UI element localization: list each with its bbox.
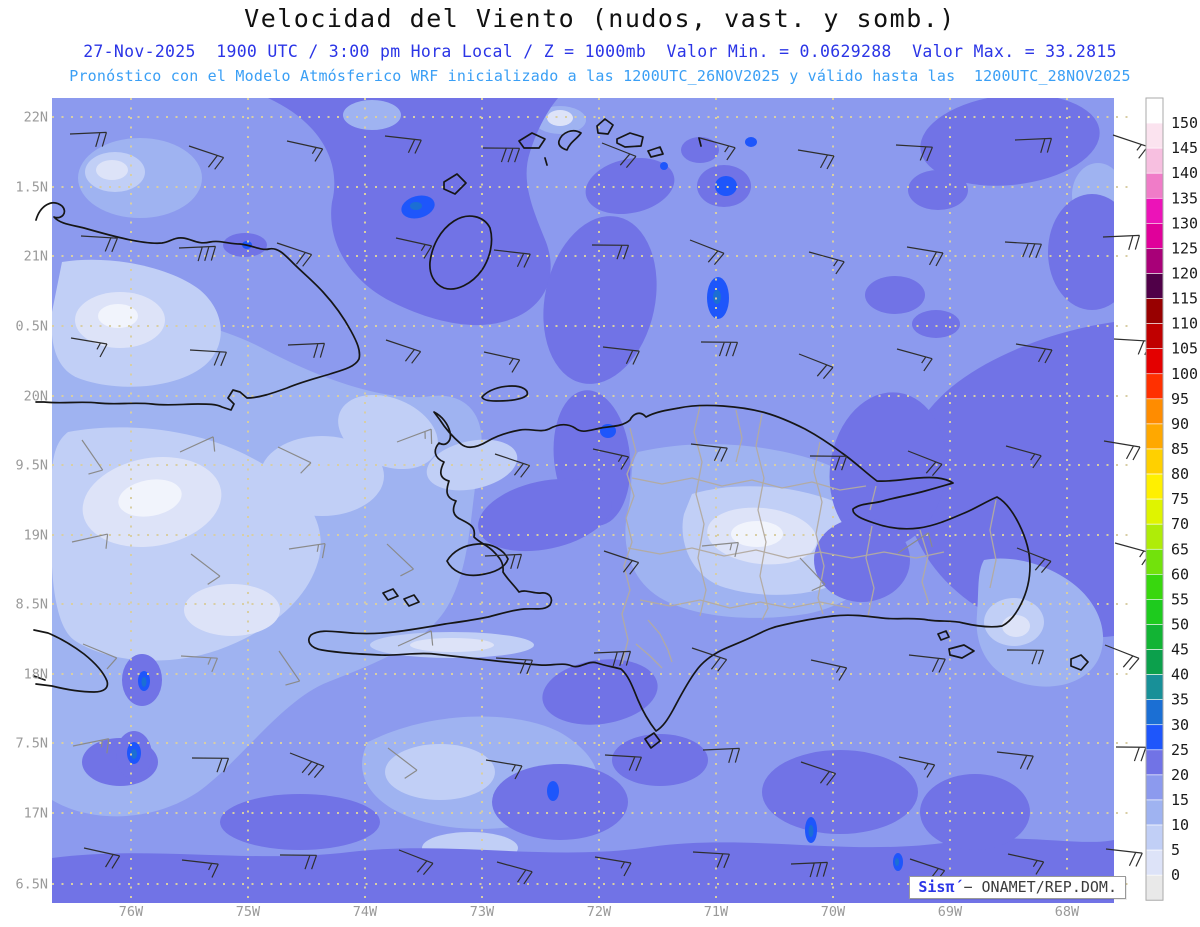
svg-text:75: 75	[1171, 490, 1189, 508]
svg-text:69W: 69W	[938, 904, 963, 920]
svg-text:68W: 68W	[1055, 904, 1080, 920]
wind-barbs	[69, 131, 1154, 885]
svg-text:125: 125	[1171, 239, 1198, 257]
coast-mona	[1070, 654, 1089, 671]
svg-text:8.5N: 8.5N	[15, 597, 48, 613]
svg-text:60: 60	[1171, 565, 1189, 583]
svg-text:20: 20	[1171, 766, 1189, 784]
svg-text:30: 30	[1171, 716, 1189, 734]
attribution-box: Sisπ́ − ONAMET/REP.DOM.	[909, 876, 1126, 899]
svg-text:5: 5	[1171, 841, 1180, 859]
colorbar: 1501451401351301251201151101051009590858…	[1145, 97, 1198, 901]
svg-text:65: 65	[1171, 540, 1189, 558]
svg-text:110: 110	[1171, 315, 1198, 333]
svg-text:15: 15	[1171, 791, 1189, 809]
svg-text:0: 0	[1171, 866, 1180, 884]
coast-hispaniola	[308, 404, 1031, 732]
svg-text:145: 145	[1171, 139, 1198, 157]
svg-text:20N: 20N	[24, 389, 48, 405]
coast-great-inagua	[429, 215, 493, 290]
coast-turks-caicos	[544, 118, 702, 166]
svg-text:80: 80	[1171, 465, 1189, 483]
coast-gonave	[446, 543, 509, 577]
svg-text:22N: 22N	[24, 110, 48, 126]
svg-text:10: 10	[1171, 816, 1189, 834]
subtitle-model-info: Pronóstico con el Modelo Atmósferico WRF…	[69, 67, 1131, 85]
svg-text:100: 100	[1171, 365, 1198, 383]
svg-text:140: 140	[1171, 164, 1198, 182]
svg-text:150: 150	[1171, 114, 1198, 132]
coast-ile-a-vache	[382, 588, 420, 607]
svg-text:25: 25	[1171, 741, 1189, 759]
svg-text:9.5N: 9.5N	[15, 458, 48, 474]
svg-text:70: 70	[1171, 515, 1189, 533]
svg-text:45: 45	[1171, 641, 1189, 659]
attribution-text: − ONAMET/REP.DOM.	[954, 878, 1117, 896]
svg-text:75W: 75W	[236, 904, 261, 920]
coastlines	[33, 118, 1089, 749]
svg-text:135: 135	[1171, 189, 1198, 207]
svg-text:7.5N: 7.5N	[15, 736, 48, 752]
coast-mayaguana	[518, 132, 546, 149]
coast-catalina	[937, 630, 950, 641]
coast-tortuga	[481, 385, 529, 402]
grid-lines	[52, 98, 1131, 903]
svg-text:70W: 70W	[821, 904, 846, 920]
wind-shading-layer	[52, 98, 1114, 903]
coast-cuba	[35, 201, 361, 411]
coast-beata	[644, 732, 661, 749]
svg-text:90: 90	[1171, 415, 1189, 433]
svg-text:1.5N: 1.5N	[15, 180, 48, 196]
subtitle-datetime: 27-Nov-2025 1900 UTC / 3:00 pm Hora Loca…	[83, 42, 1117, 61]
svg-text:85: 85	[1171, 440, 1189, 458]
svg-text:71W: 71W	[704, 904, 729, 920]
coast-jamaica	[33, 629, 109, 693]
svg-text:19N: 19N	[24, 528, 48, 544]
svg-text:21N: 21N	[24, 249, 48, 265]
svg-text:6.5N: 6.5N	[15, 877, 48, 893]
svg-text:17N: 17N	[24, 806, 48, 822]
attribution-brand: Sisπ́	[918, 878, 955, 896]
svg-text:76W: 76W	[119, 904, 144, 920]
lat-axis-labels: 22N 1.5N 21N 0.5N 20N 9.5N 19N 8.5N 18N 7.5N 17N 6.…	[15, 110, 48, 893]
svg-text:72W: 72W	[587, 904, 612, 920]
svg-text:0.5N: 0.5N	[15, 319, 48, 335]
coast-saona	[948, 644, 975, 659]
province-borders	[621, 405, 997, 669]
svg-text:95: 95	[1171, 390, 1189, 408]
svg-text:55: 55	[1171, 590, 1189, 608]
svg-text:50: 50	[1171, 616, 1189, 634]
page-title: Velocidad del Viento (nudos, vast. y som…	[244, 4, 956, 33]
svg-text:18N: 18N	[24, 667, 48, 683]
svg-text:35: 35	[1171, 691, 1189, 709]
coast-little-inagua	[443, 173, 467, 195]
svg-text:74W: 74W	[353, 904, 378, 920]
lon-axis-labels: 76W 75W 74W 73W 72W 71W 70W 69W 68W	[119, 904, 1080, 920]
svg-text:105: 105	[1171, 340, 1198, 358]
svg-text:115: 115	[1171, 290, 1198, 308]
svg-text:73W: 73W	[470, 904, 495, 920]
svg-text:120: 120	[1171, 265, 1198, 283]
svg-text:130: 130	[1171, 214, 1198, 232]
svg-text:40: 40	[1171, 666, 1189, 684]
